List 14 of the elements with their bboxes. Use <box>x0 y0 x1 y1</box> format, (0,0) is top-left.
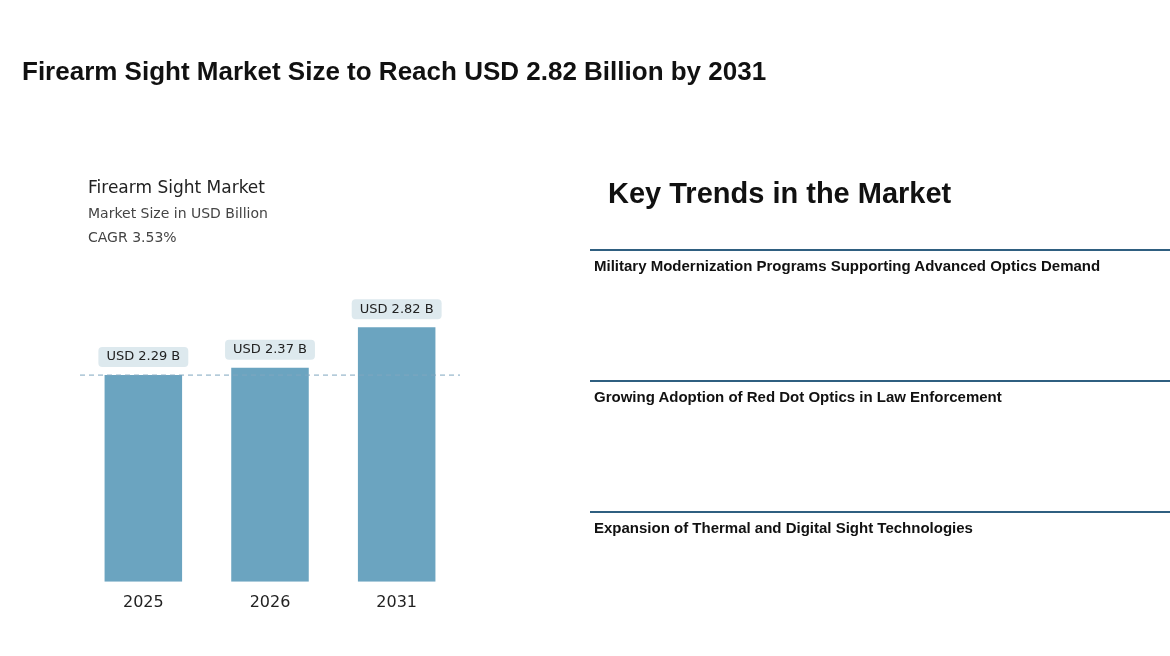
data-label: USD 2.37 B <box>233 341 307 357</box>
x-tick-label: 2026 <box>249 591 291 611</box>
x-tick-label: 2031 <box>376 591 418 611</box>
text: Expansion of Thermal and Digital Sight Technologies <box>590 511 1170 542</box>
data-label: USD 2.29 B <box>106 348 181 364</box>
text: CAGR 3.53% <box>88 229 177 245</box>
chart-subtitle: Firearm Sight Market <box>88 177 265 197</box>
text: Key Trends in the Market <box>608 177 952 210</box>
text: Market Size in USD Billion <box>88 205 268 221</box>
data-label: USD 2.82 B <box>359 300 434 316</box>
x-tick-label: 2025 <box>122 591 164 611</box>
text: Growing Adoption of Red Dot Optics in Law Enforcement <box>590 380 1170 411</box>
chart-title: Firearm Sight Market Size to Reach USD 2.82 Billion by 2031 <box>22 56 767 87</box>
text: Military Modernization Programs Supporting Advanced Optics Demand <box>590 249 1170 280</box>
